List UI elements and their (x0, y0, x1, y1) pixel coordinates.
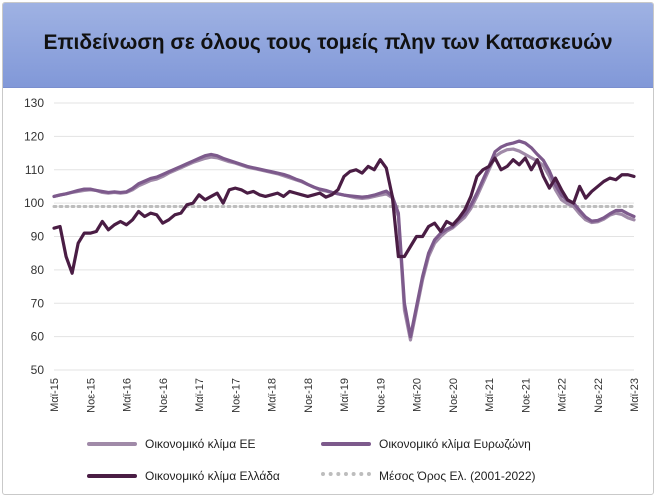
x-tick-label: Νοε-20 (448, 378, 460, 413)
x-tick-label: Νοε-18 (303, 378, 315, 413)
x-tick-label: Νοε-17 (230, 378, 242, 413)
x-tick-label: Νοε-22 (593, 378, 605, 413)
series-line-eurozone (52, 139, 636, 339)
x-tick-label: Νοε-21 (520, 378, 532, 413)
x-tick-label: Νοε-19 (375, 378, 387, 413)
y-tick-label: 70 (31, 296, 45, 310)
y-tick-label: 110 (25, 163, 44, 177)
y-tick-label: 60 (31, 330, 45, 344)
series-lines (52, 139, 636, 342)
x-tick-label: Μαϊ-22 (557, 378, 569, 412)
x-tick-label: Νοε-15 (85, 378, 97, 413)
y-axis-ticks: 50 60 70 80 90 100 110 120 130 (24, 96, 44, 377)
grid (54, 102, 634, 371)
y-tick-label: 130 (24, 96, 44, 110)
y-tick-label: 50 (31, 363, 45, 377)
x-tick-label: Μαϊ-16 (122, 378, 134, 412)
x-tick-label: Μαϊ-21 (484, 378, 496, 412)
x-axis-ticks: Μαϊ-15 Νοε-15 Μαϊ-16 Νοε-16 Μαϊ-17 Νοε-17 Μαϊ-… (49, 378, 641, 413)
title-banner: Επιδείνωση σε όλους τους τομείς πλην των… (3, 3, 653, 88)
y-tick-label: 120 (24, 129, 44, 143)
x-tick-label: Μαϊ-19 (339, 378, 351, 412)
x-tick-label: Μαϊ-17 (194, 378, 206, 412)
x-tick-label: Μαϊ-23 (629, 378, 641, 412)
chart-title: Επιδείνωση σε όλους τους τομείς πλην των… (43, 31, 613, 54)
y-tick-label: 90 (31, 230, 45, 244)
y-tick-label: 80 (31, 263, 45, 277)
x-tick-label: Νοε-16 (158, 378, 170, 413)
x-tick-label: Μαϊ-15 (49, 378, 61, 412)
series-line-greece (52, 156, 636, 275)
y-tick-label: 100 (24, 196, 44, 210)
x-tick-label: Μαϊ-18 (267, 378, 279, 412)
x-tick-label: Μαϊ-20 (412, 378, 424, 412)
